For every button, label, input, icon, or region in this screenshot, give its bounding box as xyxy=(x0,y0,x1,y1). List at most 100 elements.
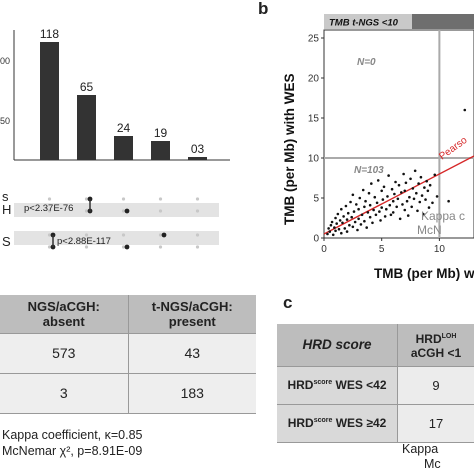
scatter-point xyxy=(410,205,413,209)
table-header-text: absent xyxy=(42,313,85,329)
table-cell: 3 xyxy=(59,385,68,401)
table-cell: 43 xyxy=(127,333,256,373)
y-tick-label: 15 xyxy=(308,114,320,125)
scatter-point xyxy=(368,215,372,219)
scatter-point xyxy=(336,212,340,216)
x-tick-label: 5 xyxy=(379,244,385,255)
scatter-point xyxy=(405,199,409,203)
matrix-dot xyxy=(121,209,126,213)
scatter-point xyxy=(396,197,400,201)
scatter-point xyxy=(327,227,330,230)
scatter-header-text: TMB t-NGS <10 xyxy=(329,18,399,29)
x-tick-label: 0 xyxy=(321,244,327,255)
scatter-point xyxy=(433,173,437,177)
matrix-dot-filled xyxy=(124,244,130,250)
scatter-point xyxy=(341,221,344,225)
scatter-point xyxy=(404,181,408,185)
scatter-point xyxy=(342,215,345,218)
scatter-point xyxy=(463,108,467,112)
upset-row-band xyxy=(14,231,219,245)
scatter-point xyxy=(353,220,357,224)
table-c-footer: Kappa Mc xyxy=(402,442,441,472)
scatter-point xyxy=(424,198,427,201)
scatter-point xyxy=(349,200,352,204)
scatter-point xyxy=(389,213,393,217)
matrix-dot xyxy=(47,209,52,213)
scatter-point xyxy=(340,207,343,211)
matrix-dot xyxy=(47,245,52,249)
table-row: 3 183 xyxy=(0,373,256,413)
table-cell: 9 xyxy=(397,366,474,405)
scatter-point xyxy=(400,191,403,194)
scatter-point xyxy=(352,210,356,213)
bar xyxy=(188,157,207,160)
scatter-point xyxy=(385,207,388,211)
scatter-regression-line xyxy=(323,155,474,235)
scatter-threshold-lines xyxy=(324,30,474,238)
scatter-point xyxy=(388,203,392,207)
scatter-point xyxy=(351,225,355,229)
bar-data-label: 24 xyxy=(117,121,131,135)
scatter-point xyxy=(380,206,383,209)
scatter-point xyxy=(345,218,349,221)
scatter-point xyxy=(382,185,386,189)
scatter-point xyxy=(383,215,387,218)
scatter-point xyxy=(398,217,402,221)
hrd-header-sup: LOH xyxy=(441,332,457,340)
matrix-dot-filled xyxy=(124,208,130,214)
hrd-row-label: HRDscore WES <42 xyxy=(277,366,398,405)
scatter-point xyxy=(337,227,341,231)
scatter-point xyxy=(329,223,333,227)
scatter-point xyxy=(372,208,375,212)
scatter-point xyxy=(406,214,410,217)
scatter-point xyxy=(361,188,365,192)
table-header-row: HRD score HRDLOH aCGH <1 xyxy=(277,324,474,367)
scatter-point xyxy=(364,199,367,203)
matrix-dot xyxy=(158,233,163,237)
hrd-row-label-main: HRD xyxy=(287,378,314,392)
matrix-dot xyxy=(158,209,163,213)
scatter-point xyxy=(373,195,377,199)
scatter-point xyxy=(368,203,372,207)
scatter-points xyxy=(326,108,467,237)
matrix-dot xyxy=(47,197,52,201)
bar-data-label: 65 xyxy=(80,80,94,94)
matrix-dot xyxy=(195,245,200,249)
scatter-point xyxy=(395,205,398,209)
kappa-coefficient: Kappa coefficient, κ=0.85 xyxy=(2,428,143,442)
scatter-point xyxy=(326,232,329,236)
table-row: HRDscore WES ≥42 17 xyxy=(277,404,474,443)
bar-data-label: 19 xyxy=(154,126,168,140)
mcnemar-test: McNemar χ², p=8.91E-09 xyxy=(2,444,143,458)
scatter-point xyxy=(417,182,420,185)
scatter-point xyxy=(408,195,411,199)
scatter-point xyxy=(423,186,426,189)
scatter-point xyxy=(393,192,396,196)
upset-matrix-dots xyxy=(47,196,200,250)
scatter-point xyxy=(374,213,378,217)
scatter-kappa-label: Kappa c xyxy=(421,209,465,223)
bar-data-label: 118 xyxy=(40,27,59,41)
scatter-point xyxy=(328,230,332,233)
upset-bar-labels: 118 65 24 19 03 xyxy=(40,27,205,156)
scatter-point xyxy=(386,195,389,198)
matrix-dot xyxy=(121,245,126,249)
upset-row-label: H xyxy=(2,202,11,217)
scatter-point xyxy=(370,182,373,185)
scatter-point xyxy=(356,228,359,232)
hrd-row-label-main: HRD xyxy=(287,416,314,430)
scatter-point xyxy=(351,193,355,197)
scatter-point xyxy=(427,206,431,209)
scatter-plot-frame xyxy=(323,29,474,239)
scatter-point xyxy=(425,179,428,183)
scatter-point xyxy=(447,199,450,203)
scatter-point xyxy=(371,221,374,225)
scatter-point xyxy=(363,219,366,223)
y-tick-label: 10 xyxy=(308,154,320,165)
upset-tick-label: 50 xyxy=(0,116,10,126)
scatter-point xyxy=(402,172,405,176)
scatter-point xyxy=(335,222,338,225)
scatter-x-axis-label: TMB (per Mb) w xyxy=(374,266,474,281)
scatter-point xyxy=(413,169,417,173)
